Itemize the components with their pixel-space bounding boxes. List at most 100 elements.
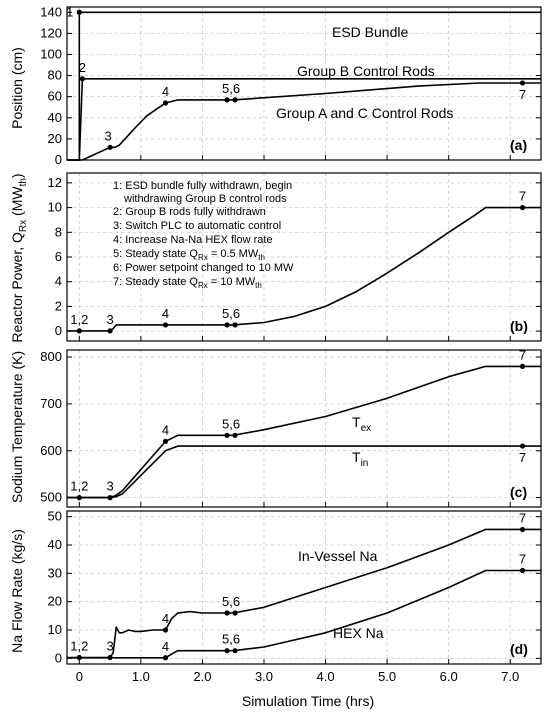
y-tick-label: 12 <box>48 175 62 190</box>
event-point <box>162 655 169 661</box>
x-tick-label: 6.0 <box>440 669 458 684</box>
event-point <box>519 526 526 533</box>
event-point <box>107 654 113 661</box>
y-tick-label: 10 <box>48 200 62 215</box>
event-point <box>519 567 526 574</box>
event-label: 3 <box>104 128 111 143</box>
panel-d-curves <box>67 528 541 659</box>
panel-d-grid <box>66 510 542 665</box>
y-tick-label: 2 <box>55 298 62 313</box>
y-tick-label: 0 <box>55 323 62 338</box>
event-label: 7 <box>519 510 526 525</box>
event-label: 4 <box>162 84 169 99</box>
label-group-a-c-rods: Group A and C Control Rods <box>276 105 453 121</box>
event-label: 1,2 <box>70 312 88 327</box>
panel-c-y-axis-label: Sodium Temperature (K) <box>9 351 25 503</box>
y-tick-label: 6 <box>55 249 62 264</box>
label-t-in: Tin <box>352 449 368 469</box>
panel-a-y-ticks: 0 20 40 60 80 100 120 140 <box>40 4 541 167</box>
event-label: 3 <box>106 479 113 494</box>
series-line-2 <box>67 82 541 161</box>
event-point <box>162 100 169 106</box>
series-line-1 <box>67 569 541 659</box>
event-point <box>519 80 526 86</box>
event-label: 7 <box>519 347 526 362</box>
y-tick-label: 20 <box>48 131 62 146</box>
legend-line-5: 4: Increase Na-Na HEX flow rate <box>113 234 273 246</box>
y-tick-label: 120 <box>40 25 62 40</box>
event-point <box>519 443 526 449</box>
x-tick-label: 0 <box>76 669 83 684</box>
x-tick-label: 1.0 <box>132 669 150 684</box>
event-label: 5,6 <box>222 632 240 647</box>
event-label: 4 <box>162 422 169 437</box>
panel-b-legend: 1: ESD bundle fully withdrawn, begin wit… <box>113 180 294 290</box>
y-tick-label: 100 <box>40 46 62 61</box>
y-tick-label: 0 <box>55 650 62 665</box>
x-tick-label: 4.0 <box>317 669 335 684</box>
legend-line-8: 7: Steady state QRx = 10 MWth <box>113 276 262 290</box>
x-tick-label: 3.0 <box>255 669 273 684</box>
label-hex-na: HEX Na <box>333 625 384 641</box>
event-label: 5,6 <box>222 594 240 609</box>
y-tick-label: 140 <box>40 4 62 19</box>
legend-line-3: 2: Group B rods fully withdrawn <box>113 206 266 218</box>
y-tick-label: 700 <box>40 396 62 411</box>
x-axis-label: Simulation Time (hrs) <box>242 693 374 709</box>
panel-c-points: 1,2 3 4 5,6 7 7 <box>70 347 526 501</box>
event-label: 3 <box>106 638 113 653</box>
panel-d-y-axis-label: Na Flow Rate (kg/s) <box>9 529 25 653</box>
panel-b-label: (b) <box>510 318 528 334</box>
event-label: 3 <box>106 312 113 327</box>
y-tick-label: 40 <box>48 110 62 125</box>
event-label: 1,2 <box>70 479 88 494</box>
legend-line-7: 6: Power setpoint changed to 10 MW <box>113 262 294 274</box>
series-line-0 <box>67 528 541 659</box>
x-tick-label: 5.0 <box>378 669 396 684</box>
event-point <box>162 438 169 444</box>
panel-d-y-ticks: 0 10 20 30 40 50 <box>48 509 541 665</box>
event-point <box>76 328 82 334</box>
series-line-0 <box>67 206 541 332</box>
y-tick-label: 600 <box>40 443 62 458</box>
event-label: 1,2 <box>70 638 88 653</box>
legend-line-4: 3: Switch PLC to automatic control <box>113 220 281 232</box>
plot-frame <box>66 349 542 508</box>
panel-d-points: 1,2 3 4 4 5,6 5,6 7 7 <box>70 510 526 661</box>
panel-d-label: (d) <box>510 641 528 657</box>
event-point <box>107 328 113 334</box>
event-label: 5,6 <box>222 306 240 321</box>
panel-c-curves <box>67 365 541 499</box>
y-tick-label: 800 <box>40 349 62 364</box>
label-group-b-rods: Group B Control Rods <box>297 63 435 79</box>
y-tick-label: 4 <box>55 274 62 289</box>
panel-b-reactor-power: 1,2 3 4 5,6 7 0 2 4 6 8 10 12 1: ESD bundle fully … <box>9 172 542 343</box>
event-point <box>107 144 113 150</box>
event-point <box>232 432 238 438</box>
event-point <box>224 610 230 616</box>
y-tick-label: 8 <box>55 224 62 239</box>
x-tick-label: 7.0 <box>501 669 519 684</box>
y-tick-label: 80 <box>48 68 62 83</box>
event-point <box>224 648 230 654</box>
panel-b-points: 1,2 3 4 5,6 7 <box>70 189 526 334</box>
panel-b-curves <box>67 206 541 332</box>
event-point <box>224 322 230 328</box>
panel-b-y-ticks: 0 2 4 6 8 10 12 <box>48 175 541 341</box>
event-label: 5,6 <box>222 81 240 96</box>
y-tick-label: 500 <box>40 490 62 505</box>
event-point <box>519 363 526 370</box>
panel-d-na-flow-rate: 1,2 3 4 4 5,6 5,6 7 7 0 10 20 30 40 50 0 1.0 2.0 3.0 4.0… <box>9 509 542 684</box>
panel-a-curves <box>67 11 541 161</box>
series-line-0 <box>67 11 541 161</box>
label-t-ex: Tex <box>352 414 371 434</box>
panel-b-grid <box>66 172 542 342</box>
legend-line-2: withdrawing Group B control rods <box>123 193 287 205</box>
label-in-vessel-na: In-Vessel Na <box>298 548 378 564</box>
series-line-0 <box>67 365 541 499</box>
event-label: 2 <box>79 60 86 75</box>
event-point <box>224 432 230 438</box>
event-label: 7 <box>519 87 526 102</box>
